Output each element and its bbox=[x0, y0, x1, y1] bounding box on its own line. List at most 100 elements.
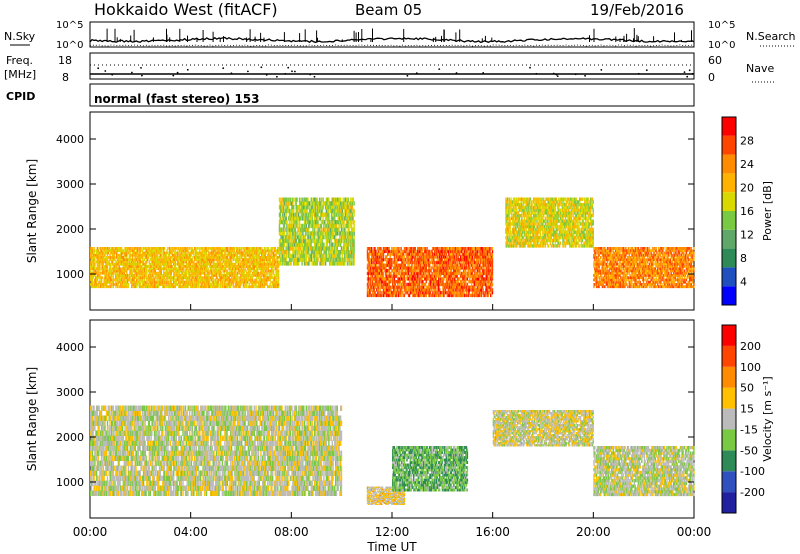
velocity-colorbar-tick-5: -50 bbox=[740, 444, 758, 457]
power-colorbar-label: Power [dB] bbox=[761, 181, 774, 241]
nave-mark bbox=[686, 75, 689, 78]
nave-mark bbox=[104, 70, 107, 72]
nave-mark bbox=[313, 75, 316, 78]
nave-tick-bottom: 0 bbox=[708, 71, 715, 84]
freq-tick-top: 18 bbox=[58, 54, 72, 67]
nave-mark bbox=[691, 72, 694, 75]
power-colorbar-swatch-0 bbox=[722, 286, 736, 305]
power-colorbar-tick-6: 4 bbox=[740, 276, 747, 289]
nave-mark bbox=[529, 66, 531, 69]
xtick-label-5: 20:00 bbox=[576, 525, 611, 539]
nave-mark bbox=[230, 72, 233, 75]
nave-mark bbox=[584, 74, 586, 77]
power-colorbar-tick-5: 8 bbox=[740, 252, 747, 265]
nave-mark bbox=[455, 72, 458, 74]
power-colorbar-swatch-7 bbox=[722, 154, 736, 174]
xtick-label-1: 04:00 bbox=[173, 525, 208, 539]
noise-left-tick-bottom: 10^0 bbox=[56, 40, 83, 51]
nave-mark bbox=[406, 74, 409, 77]
velocity-y-label: Slant Range [km] bbox=[25, 367, 39, 471]
freq-unit-label: [MHz] bbox=[4, 68, 36, 81]
velocity-colorbar-tick-0: 200 bbox=[740, 340, 761, 353]
power-feature-1 bbox=[278, 197, 355, 266]
cpid-label: CPID bbox=[6, 90, 35, 103]
power-colorbar-frame bbox=[721, 116, 737, 306]
nave-mark bbox=[294, 70, 296, 73]
nave-mark bbox=[141, 74, 143, 77]
xtick-label-2: 08:00 bbox=[274, 525, 309, 539]
power-feature-2 bbox=[366, 247, 494, 298]
nave-mark bbox=[291, 70, 293, 73]
xtick-label-0: 00:00 bbox=[73, 525, 108, 539]
cpid-mode: normal (fast stereo) 153 bbox=[94, 92, 260, 106]
nave-label: Nave bbox=[746, 62, 774, 75]
nave-mark bbox=[276, 75, 278, 78]
nave-mark bbox=[284, 72, 287, 75]
power-colorbar-swatch-1 bbox=[722, 267, 736, 287]
noise-panel-frame bbox=[89, 21, 695, 48]
noise-right-label: N.Search bbox=[746, 30, 796, 43]
velocity-y-ticks: 1000 2000 3000 4000 bbox=[56, 341, 694, 489]
time-axis-label: Time UT bbox=[366, 540, 417, 554]
nave-tick-top: 60 bbox=[708, 54, 722, 67]
velocity-feature-3 bbox=[492, 410, 594, 447]
power-colorbar-swatch-5 bbox=[722, 192, 736, 211]
nave-marks bbox=[97, 66, 694, 78]
nave-mark bbox=[482, 72, 485, 74]
velocity-colorbar-label: Velocity [m s⁻¹] bbox=[761, 376, 774, 461]
nave-mark bbox=[556, 75, 559, 77]
power-colorbar-tick-3: 16 bbox=[740, 205, 754, 218]
velocity-colorbar-frame bbox=[721, 324, 737, 514]
noise-left-tick-top: 10^5 bbox=[56, 20, 83, 31]
power-colorbar-tick-4: 12 bbox=[740, 229, 754, 242]
nave-mark bbox=[574, 73, 577, 76]
velocity-ytick-label-1000: 1000 bbox=[56, 476, 84, 489]
date-title: 19/Feb/2016 bbox=[590, 1, 684, 19]
power-y-ticks: 1000 2000 3000 4000 bbox=[56, 133, 694, 281]
velocity-ytick-label-3000: 3000 bbox=[56, 386, 84, 399]
velocity-colorbar-tick-2: 50 bbox=[740, 382, 754, 395]
power-ytick-label-1000: 1000 bbox=[56, 268, 84, 281]
power-feature-0 bbox=[90, 247, 280, 289]
nave-mark bbox=[555, 73, 558, 76]
nave-mark bbox=[552, 72, 555, 75]
power-data bbox=[90, 197, 695, 298]
noise-left-label: N.Sky bbox=[4, 30, 36, 43]
nave-mark bbox=[247, 70, 249, 73]
nave-mark bbox=[637, 72, 640, 75]
nave-mark bbox=[172, 74, 175, 77]
power-colorbar-swatch-8 bbox=[722, 135, 736, 155]
noise-right-tick-top: 10^5 bbox=[708, 20, 735, 31]
power-colorbar-swatch-2 bbox=[722, 248, 736, 268]
nave-mark bbox=[438, 68, 441, 70]
freq-panel-frame bbox=[89, 52, 695, 80]
power-colorbar: 28 24 20 16 12 8 4 bbox=[721, 116, 754, 306]
velocity-colorbar-tick-1: 100 bbox=[740, 361, 761, 374]
velocity-feature-2 bbox=[392, 446, 469, 492]
nave-mark bbox=[415, 72, 418, 74]
freq-tick-bottom: 8 bbox=[62, 71, 69, 84]
nave-mark bbox=[683, 71, 686, 73]
power-colorbar-tick-1: 24 bbox=[740, 158, 754, 171]
velocity-colorbar-swatch-5 bbox=[722, 387, 736, 409]
noise-search-line bbox=[89, 44, 695, 47]
nave-mark bbox=[222, 67, 225, 70]
nave-mark bbox=[265, 74, 268, 76]
nave-mark bbox=[287, 66, 290, 69]
nave-mark bbox=[600, 69, 603, 71]
power-colorbar-swatch-9 bbox=[722, 117, 736, 136]
velocity-colorbar-swatch-0 bbox=[722, 492, 736, 513]
nave-mark bbox=[309, 73, 312, 76]
velocity-ytick-label-4000: 4000 bbox=[56, 341, 84, 354]
power-colorbar-swatch-3 bbox=[722, 229, 736, 249]
power-colorbar-tick-0: 28 bbox=[740, 135, 754, 148]
power-ytick-label-2000: 2000 bbox=[56, 223, 84, 236]
xtick-label-6: 00:00 bbox=[677, 525, 712, 539]
velocity-feature-1 bbox=[366, 486, 406, 505]
nave-mark bbox=[186, 68, 189, 71]
nave-mark bbox=[645, 69, 648, 72]
velocity-colorbar-tick-6: -100 bbox=[740, 465, 765, 478]
time-axis-ticks: 00:00 04:00 08:00 12:00 16:00 20:00 00:00 bbox=[73, 304, 712, 539]
xtick-label-4: 16:00 bbox=[475, 525, 510, 539]
